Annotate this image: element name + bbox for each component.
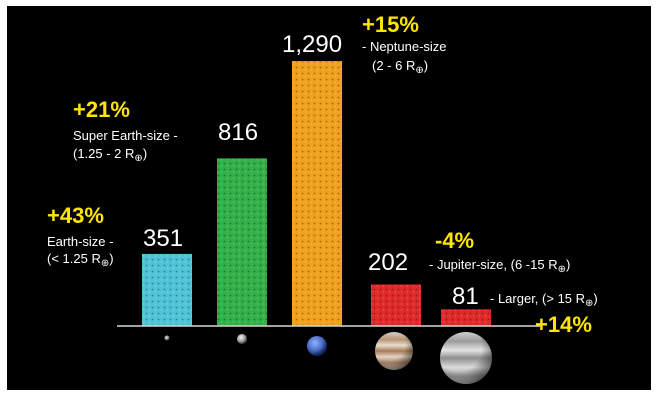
range-label-super-earth-size: (1.25 - 2 R⊕) — [73, 146, 147, 164]
chart-canvas: +43% Earth-size - 351 (< 1.25 R⊕) +21% Super … — [7, 6, 651, 390]
change-label-neptune-size: +15% — [362, 12, 419, 37]
bar-texture — [217, 158, 267, 326]
bar-texture — [371, 284, 421, 326]
value-label-super-earth-size: 816 — [218, 119, 258, 146]
bar-chart: +43% Earth-size - 351 (< 1.25 R⊕) +21% Super … — [47, 12, 598, 384]
small-rocky-planet-icon — [164, 335, 170, 341]
category-label-super-earth-size: Super Earth-size - — [73, 128, 178, 143]
blue-planet-icon — [307, 336, 327, 356]
range-label-earth-size: (< 1.25 R⊕) — [47, 251, 114, 269]
change-label-jupiter-size: -4% — [435, 228, 474, 253]
change-label-earth-size: +43% — [47, 203, 104, 228]
change-label-larger: +14% — [535, 312, 592, 337]
bar-texture — [441, 309, 491, 326]
value-label-jupiter-size: 202 — [368, 249, 408, 276]
range-label-jupiter-size: - Jupiter-size, (6 -15 R⊕) — [429, 257, 570, 275]
large-gas-giant-icon — [440, 332, 492, 384]
category-label-earth-size: Earth-size - — [47, 234, 113, 249]
value-label-larger: 81 — [452, 283, 479, 310]
change-label-super-earth-size: +21% — [73, 97, 130, 122]
value-label-neptune-size: 1,290 — [282, 31, 342, 58]
range-label-larger: - Larger, (> 15 R⊕) — [490, 291, 598, 309]
bar-texture — [292, 61, 342, 326]
grey-planet-icon — [237, 334, 247, 344]
value-label-earth-size: 351 — [143, 225, 183, 252]
bar-texture — [142, 253, 192, 326]
jupiter-icon — [375, 332, 413, 370]
category-label-neptune-size: - Neptune-size — [362, 39, 447, 54]
range-label-neptune-size: (2 - 6 R⊕) — [372, 58, 428, 76]
